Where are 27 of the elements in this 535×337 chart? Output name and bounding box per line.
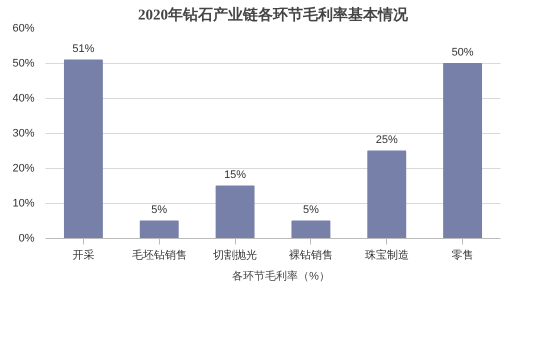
- x-tick-label: 毛坯钻销售: [132, 248, 187, 262]
- bar: [367, 150, 406, 238]
- bar: [140, 220, 179, 238]
- bar: [291, 220, 330, 238]
- y-tick-label: 10%: [12, 198, 35, 210]
- x-tick-label: 珠宝制造: [364, 248, 409, 262]
- y-tick-label: 0%: [18, 232, 35, 244]
- x-tick-label: 切割抛光: [213, 248, 258, 262]
- data-label: 25%: [376, 134, 398, 146]
- data-label: 5%: [151, 204, 168, 216]
- bar: [216, 186, 255, 238]
- data-label: 50%: [452, 46, 474, 58]
- bar: [443, 63, 482, 238]
- x-tick-label: 裸钻销售: [288, 248, 333, 262]
- y-tick-label: 40%: [12, 92, 35, 104]
- bar: [64, 60, 103, 238]
- text: 各环节毛利率（%）: [232, 269, 330, 284]
- x-tick-label: 零售: [452, 250, 474, 262]
- x-tick-label: 开采: [72, 248, 94, 262]
- data-label: 15%: [224, 169, 246, 181]
- chart-title: 2020年钻石产业链各环节毛利率基本情况: [138, 6, 409, 24]
- data-label: 5%: [302, 204, 320, 216]
- y-tick-label: 50%: [12, 58, 35, 70]
- y-tick-label: 30%: [12, 128, 35, 140]
- y-tick-label: 60%: [12, 22, 35, 34]
- y-tick-label: 20%: [12, 162, 35, 174]
- data-label: 51%: [72, 43, 95, 55]
